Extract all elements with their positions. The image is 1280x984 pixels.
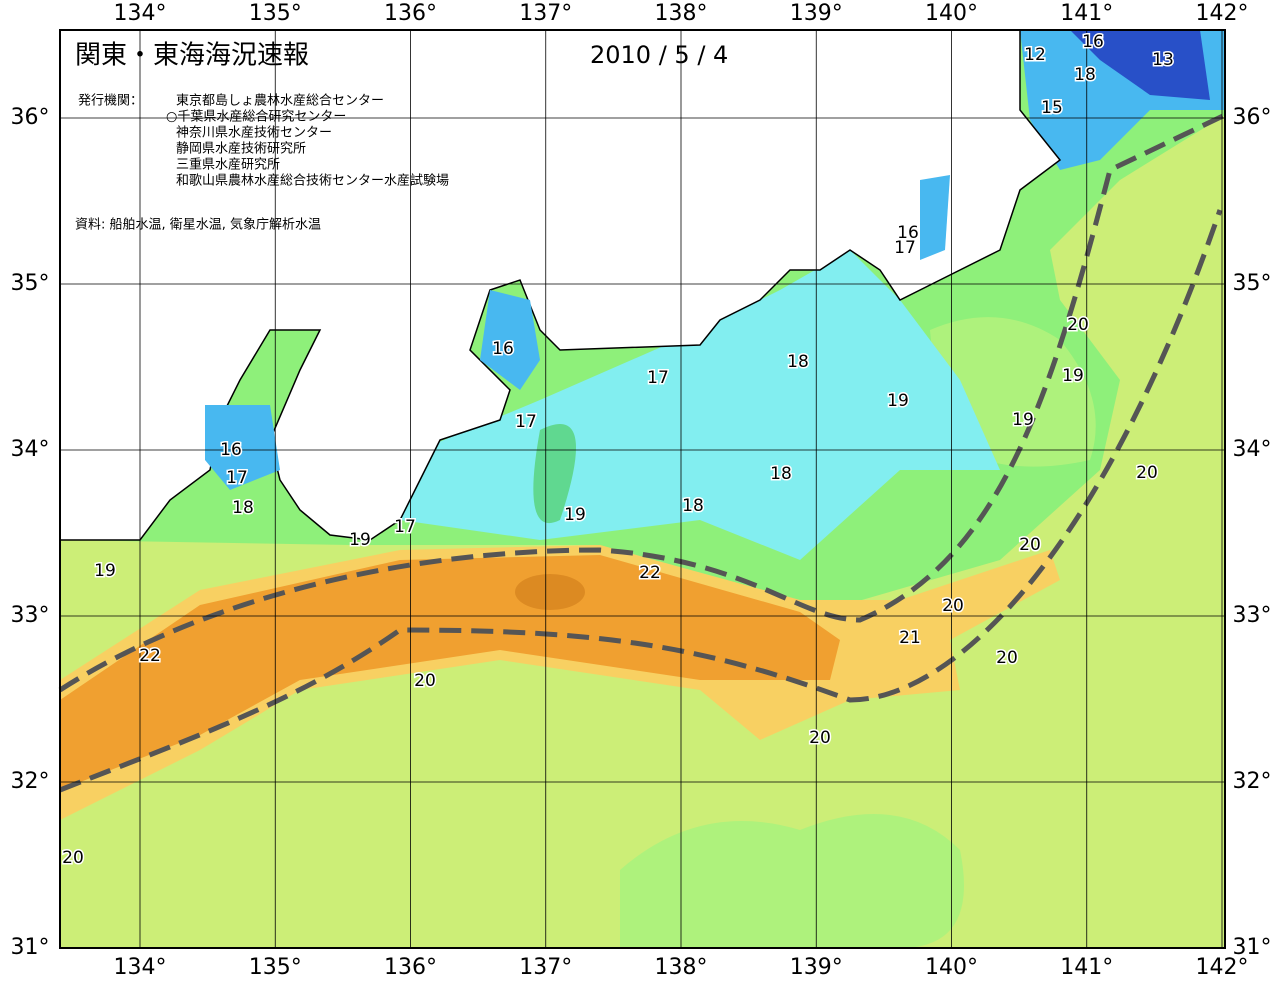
contour-label: 20	[62, 848, 84, 868]
kuroshio-axis	[59, 209, 1223, 793]
lon-tick-label: 136°	[384, 955, 437, 980]
contour-label: 16	[1082, 32, 1104, 52]
contour-label: 20	[942, 596, 964, 616]
contour-label: 22	[139, 646, 161, 666]
issuer: 東京都島しょ農林水産総合センター	[176, 93, 384, 109]
contour-label: 20	[1019, 535, 1041, 555]
contour-label: 15	[1041, 98, 1063, 118]
lon-tick-label: 142°	[1196, 1, 1249, 26]
tokyo-bay	[920, 175, 950, 260]
lon-tick-label: 135°	[249, 955, 302, 980]
ocean-teal	[533, 424, 576, 524]
lat-tick-label: 32°	[11, 769, 50, 794]
lat-tick-label: 35°	[1233, 271, 1272, 296]
lon-tick-label: 142°	[1196, 955, 1249, 980]
lat-tick-label: 31°	[1233, 935, 1272, 960]
issuer: 静岡県水産技術研究所	[176, 141, 306, 157]
lat-tick-label: 33°	[1233, 603, 1272, 628]
contour-label: 19	[1062, 366, 1084, 386]
contour-label: 21	[899, 628, 921, 648]
ocean-orange	[60, 555, 840, 790]
map-title: 関東・東海海況速報	[75, 41, 309, 71]
lon-tick-label: 134°	[114, 1, 167, 26]
issuer: ○千葉県水産総合研究センター	[166, 109, 346, 125]
map-date: 2010 / 5 / 4	[590, 41, 728, 69]
contour-label: 18	[787, 352, 809, 372]
contour-label: 19	[1012, 410, 1034, 430]
lat-tick-label: 36°	[1233, 105, 1272, 130]
contour-label: 18	[1074, 65, 1096, 85]
contour-label: 18	[770, 464, 792, 484]
contour-label: 16	[220, 440, 242, 460]
lon-tick-label: 134°	[114, 955, 167, 980]
kuroshio-edge	[58, 112, 1227, 693]
lat-tick-label: 33°	[11, 603, 50, 628]
contour-label: 17	[894, 238, 916, 258]
lat-tick-label: 36°	[11, 105, 50, 130]
contour-label: 20	[414, 671, 436, 691]
lon-tick-label: 141°	[1060, 1, 1113, 26]
contour-label: 13	[1152, 50, 1174, 70]
contour-label: 20	[1136, 463, 1158, 483]
contour-label: 17	[515, 412, 537, 432]
contour-label: 19	[564, 505, 586, 525]
issuer-label: 発行機関：	[78, 94, 143, 109]
contour-label: 19	[349, 530, 371, 550]
lon-tick-label: 141°	[1060, 955, 1113, 980]
ocean-lightgreen-south	[620, 814, 964, 948]
contour-label: 16	[897, 223, 919, 243]
land	[59, 29, 1062, 541]
lat-tick-label: 34°	[1233, 437, 1272, 462]
contour-label: 18	[682, 496, 704, 516]
lon-tick-label: 136°	[384, 1, 437, 26]
lon-tick-label: 138°	[655, 955, 708, 980]
source: 資料: 船舶水温, 衛星水温, 気象庁解析水温	[75, 217, 321, 233]
issuer: 和歌山県農林水産総合技術センター水産試験場	[176, 173, 449, 189]
osaka-bay	[205, 405, 280, 490]
contour-label: 20	[996, 648, 1018, 668]
lat-tick-label: 34°	[11, 437, 50, 462]
lon-tick-label: 138°	[655, 1, 708, 26]
contour-label: 20	[1067, 315, 1089, 335]
lon-tick-label: 139°	[790, 955, 843, 980]
lat-tick-label: 31°	[11, 935, 50, 960]
lon-tick-label: 140°	[925, 955, 978, 980]
lon-tick-label: 137°	[519, 955, 572, 980]
contour-label: 19	[887, 391, 909, 411]
contour-label: 17	[394, 517, 416, 537]
lon-tick-label: 135°	[249, 1, 302, 26]
contour-label: 12	[1024, 45, 1046, 65]
contour-label: 16	[492, 339, 514, 359]
contour-label: 22	[639, 563, 661, 583]
issuer: 神奈川県水産技術センター	[176, 125, 332, 141]
lat-tick-label: 32°	[1233, 769, 1272, 794]
issuer: 三重県水産研究所	[176, 157, 280, 173]
contour-label: 17	[647, 368, 669, 388]
ocean-darkblue	[1070, 30, 1210, 100]
contour-label: 19	[94, 561, 116, 581]
contour-label: 17	[226, 468, 248, 488]
ise-bay	[480, 290, 540, 390]
contour-label: 20	[809, 728, 831, 748]
lon-tick-label: 139°	[790, 1, 843, 26]
lon-tick-label: 137°	[519, 1, 572, 26]
lat-tick-label: 35°	[11, 271, 50, 296]
lon-tick-label: 140°	[925, 1, 978, 26]
contour-label: 18	[232, 498, 254, 518]
ocean-darkorange	[515, 574, 585, 610]
